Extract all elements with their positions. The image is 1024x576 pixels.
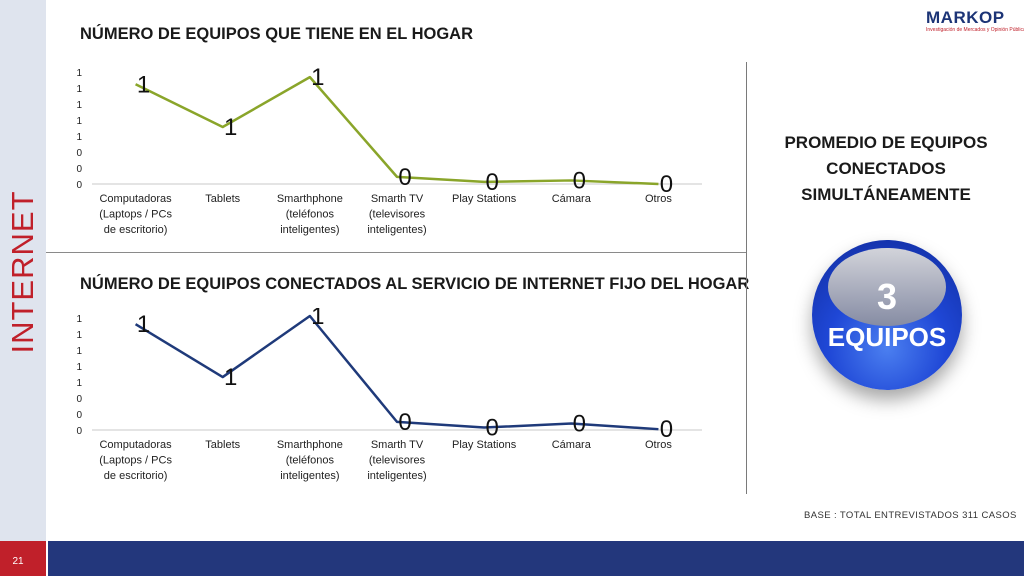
category-label: inteligentes) xyxy=(367,470,426,482)
y-tick-label: 0 xyxy=(76,394,82,405)
y-tick-label: 1 xyxy=(76,100,82,111)
category-label: Computadoras xyxy=(99,439,172,451)
data-label: 1 xyxy=(311,64,324,91)
badge-gloss xyxy=(828,248,946,326)
promedio-line-3: SIMULTÁNEAMENTE xyxy=(801,185,971,204)
y-tick-label: 1 xyxy=(76,84,82,95)
logo-tagline: Investigación de Mercados y Opinión Públ… xyxy=(926,27,1024,33)
category-label: Tablets xyxy=(205,439,240,451)
chart1-title: NÚMERO DE EQUIPOS QUE TIENE EN EL HOGAR xyxy=(80,25,473,43)
badge-label: EQUIPOS xyxy=(827,322,947,352)
category-label: Smarthphone xyxy=(277,193,343,205)
y-tick-label: 0 xyxy=(76,148,82,159)
y-tick-label: 0 xyxy=(76,164,82,175)
markop-logo: MARKOP Investigación de Mercados y Opini… xyxy=(926,8,1024,38)
vertical-divider xyxy=(746,62,747,494)
category-label: Play Stations xyxy=(452,193,517,205)
chart-devices-connected: 1 1 1 1 1 0 0 0 1 1 1 0 0 0 0 Computadoras (Laptops / PC… xyxy=(60,308,720,488)
chart-svg: 1 1 1 1 1 0 0 0 1 1 1 0 0 0 0 Computadoras (Laptops / PC… xyxy=(76,64,702,236)
y-tick-label: 1 xyxy=(76,314,82,325)
series-line xyxy=(134,314,659,431)
category-label: Tablets xyxy=(205,193,240,205)
category-label: Otros xyxy=(645,439,672,451)
equipos-badge: 3 EQUIPOS xyxy=(812,240,962,390)
data-label: 0 xyxy=(660,416,673,443)
data-label: 0 xyxy=(485,415,498,442)
side-title: INTERNET xyxy=(5,190,40,354)
category-label: Cámara xyxy=(552,193,592,205)
horizontal-divider xyxy=(46,252,746,253)
y-tick-label: 1 xyxy=(76,346,82,357)
y-tick-label: 1 xyxy=(76,116,82,127)
y-tick-label: 1 xyxy=(76,68,82,79)
category-label: (Laptops / PCs xyxy=(99,209,172,221)
category-label: (televisores xyxy=(369,209,426,221)
category-label: (teléfonos xyxy=(286,455,335,467)
data-label: 1 xyxy=(137,311,150,338)
promedio-line-1: PROMEDIO DE EQUIPOS xyxy=(784,133,988,152)
chart-svg: 1 1 1 1 1 0 0 0 1 1 1 0 0 0 0 Computadoras (Laptops / PC… xyxy=(76,308,702,482)
category-label: inteligentes) xyxy=(280,470,339,482)
y-tick-label: 0 xyxy=(76,426,82,437)
promedio-heading: PROMEDIO DE EQUIPOS CONECTADOS SIMULTÁNE… xyxy=(766,130,1006,208)
data-label: 0 xyxy=(660,171,673,198)
data-label: 0 xyxy=(573,167,586,194)
y-tick-label: 1 xyxy=(76,132,82,143)
chart-devices-owned: 1 1 1 1 1 0 0 0 1 1 1 0 0 0 0 Computadoras (Laptops / PC… xyxy=(60,62,720,242)
data-label: 1 xyxy=(137,71,150,98)
base-note: BASE : TOTAL ENTREVISTADOS 311 CASOS xyxy=(804,510,1017,521)
y-tick-label: 1 xyxy=(76,378,82,389)
data-label: 0 xyxy=(398,164,411,191)
category-label: Play Stations xyxy=(452,439,517,451)
data-label: 1 xyxy=(224,114,237,141)
logo-wordmark: MARKOP xyxy=(926,8,1005,27)
category-label: de escritorio) xyxy=(104,470,168,482)
category-label: inteligentes) xyxy=(367,224,426,236)
category-label: (Laptops / PCs xyxy=(99,455,172,467)
footer-bar xyxy=(48,541,1024,576)
category-label: (teléfonos xyxy=(286,209,335,221)
category-label: (televisores xyxy=(369,455,426,467)
badge-number: 3 xyxy=(876,276,898,317)
category-label: Otros xyxy=(645,193,672,205)
series-line xyxy=(135,75,659,186)
category-label: Smarthphone xyxy=(277,439,343,451)
data-label: 0 xyxy=(398,409,411,436)
data-label: 0 xyxy=(485,169,498,196)
data-label: 0 xyxy=(573,410,586,437)
chart2-title: NÚMERO DE EQUIPOS CONECTADOS AL SERVICIO… xyxy=(80,275,750,293)
category-label: Cámara xyxy=(552,439,592,451)
category-label: Smarth TV xyxy=(371,439,424,451)
page-number: 21 xyxy=(12,556,24,567)
side-strip xyxy=(0,0,46,541)
promedio-line-2: CONECTADOS xyxy=(826,159,946,178)
y-tick-label: 1 xyxy=(76,362,82,373)
category-label: de escritorio) xyxy=(104,224,168,236)
y-tick-label: 1 xyxy=(76,330,82,341)
data-label: 1 xyxy=(224,364,237,391)
data-label: 1 xyxy=(311,308,324,330)
category-label: Smarth TV xyxy=(371,193,424,205)
category-label: Computadoras xyxy=(99,193,172,205)
page-number-box xyxy=(0,541,46,576)
y-tick-label: 0 xyxy=(76,180,82,191)
category-label: inteligentes) xyxy=(280,224,339,236)
y-tick-label: 0 xyxy=(76,410,82,421)
